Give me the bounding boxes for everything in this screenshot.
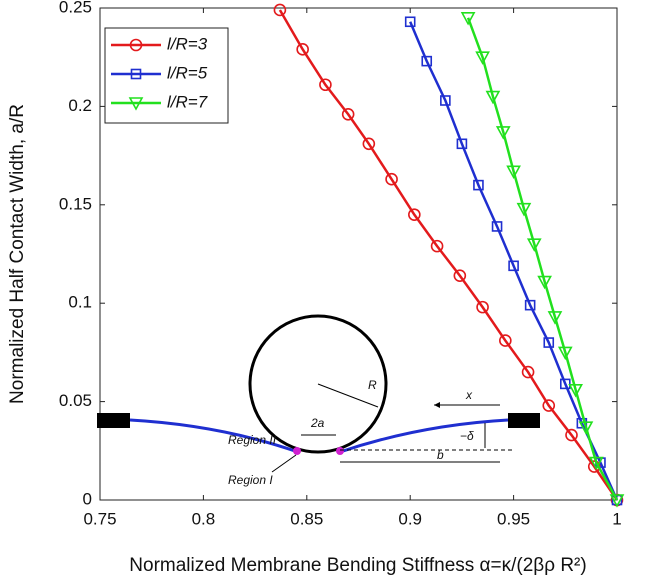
membrane xyxy=(129,418,509,454)
y-tick-label: 0 xyxy=(83,489,92,508)
marker xyxy=(559,378,571,390)
x-axis-label: Normalized Membrane Bending Stiffness α=… xyxy=(129,555,586,576)
marker xyxy=(576,417,588,429)
marker xyxy=(319,78,332,92)
marker xyxy=(296,43,309,56)
marker xyxy=(129,38,143,52)
annotation: b xyxy=(437,448,444,462)
radius-arrow xyxy=(317,383,379,408)
support xyxy=(508,413,540,428)
marker xyxy=(524,299,536,311)
marker xyxy=(495,126,511,140)
series-line xyxy=(409,21,619,501)
marker xyxy=(516,202,532,217)
marker xyxy=(508,260,519,272)
x-tick-label: 0.8 xyxy=(192,509,216,528)
x-tick-label: 1 xyxy=(612,509,621,528)
marker xyxy=(588,456,604,471)
inset-diagram: R x 2a −δ b Region II Region I xyxy=(97,314,540,487)
marker xyxy=(557,346,573,361)
marker xyxy=(543,337,555,348)
pointer xyxy=(271,454,297,473)
marker xyxy=(542,399,556,412)
y-tick-label: 0.1 xyxy=(68,293,92,312)
marker xyxy=(537,275,552,290)
marker xyxy=(430,239,444,253)
arrow-head xyxy=(434,402,440,408)
annotation: Region I xyxy=(228,473,273,487)
y-tick-label: 0.05 xyxy=(59,391,92,410)
marker xyxy=(578,421,594,435)
x-tick-label: 0.85 xyxy=(290,509,323,528)
x-tick-label: 0.95 xyxy=(497,509,530,528)
marker xyxy=(473,179,484,191)
marker xyxy=(453,269,467,282)
marker xyxy=(485,90,501,105)
marker xyxy=(385,172,398,186)
marker xyxy=(456,138,468,150)
y-tick-label: 0.15 xyxy=(59,194,92,213)
legend-label: l/R=7 xyxy=(167,92,208,111)
marker xyxy=(341,107,355,121)
contact-point xyxy=(336,447,344,455)
annotation: 2a xyxy=(310,416,325,430)
legend-label: l/R=3 xyxy=(167,34,208,53)
marker xyxy=(404,16,416,28)
marker xyxy=(476,300,489,314)
marker xyxy=(521,365,535,379)
marker xyxy=(609,494,625,508)
x-tick-label: 0.9 xyxy=(398,509,422,528)
y-tick-label: 0.2 xyxy=(68,96,92,115)
series-line xyxy=(466,17,619,501)
marker xyxy=(565,428,578,442)
y-tick-label: 0.25 xyxy=(59,0,92,16)
marker xyxy=(128,97,144,111)
marker xyxy=(475,51,490,65)
marker xyxy=(273,3,287,17)
contact-point xyxy=(293,447,301,455)
marker xyxy=(491,221,503,232)
annotation: Region II xyxy=(228,433,277,447)
support xyxy=(97,413,130,428)
annotation: −δ xyxy=(460,429,474,443)
series-line xyxy=(278,9,619,501)
legend-label: l/R=5 xyxy=(167,63,208,82)
marker xyxy=(568,383,583,398)
particle xyxy=(248,314,388,454)
marker xyxy=(547,311,563,325)
marker xyxy=(460,12,476,26)
marker xyxy=(130,68,142,80)
x-tick-label: 0.75 xyxy=(83,509,116,528)
annotation: R xyxy=(368,378,377,392)
marker xyxy=(408,208,421,221)
marker xyxy=(362,137,376,151)
marker xyxy=(506,165,521,180)
marker xyxy=(421,55,433,67)
marker xyxy=(526,238,542,252)
y-axis-label: Normalized Half Contact Width, a/R xyxy=(7,104,28,404)
marker xyxy=(440,95,451,106)
annotation: x xyxy=(465,388,473,402)
marker xyxy=(499,334,512,347)
